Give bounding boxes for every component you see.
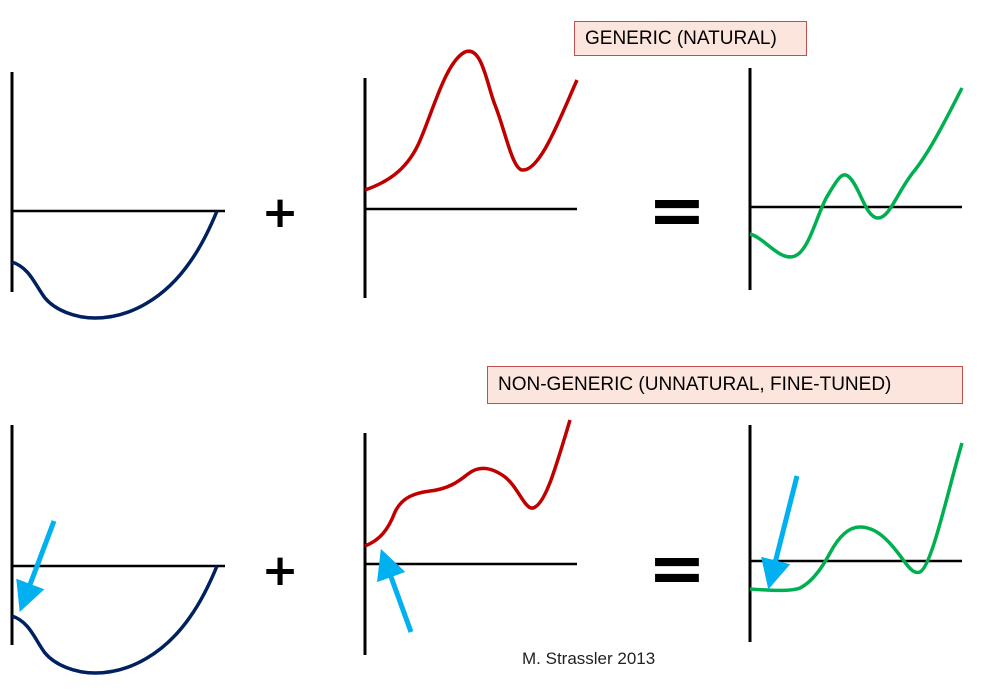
curve-second — [364, 49, 579, 192]
curve-first — [11, 210, 219, 320]
curve-first — [11, 565, 219, 675]
curve-second — [364, 419, 572, 548]
equals-operator-bottom: = — [647, 527, 707, 609]
panel-top-second — [363, 49, 579, 298]
equals-operator-top: = — [647, 169, 707, 251]
arrow — [16, 520, 57, 613]
panel-bottom-first — [10, 425, 225, 675]
panel-bottom-second — [363, 419, 577, 655]
arrow — [377, 548, 414, 633]
plus-operator-top: + — [261, 187, 299, 238]
panel-top-sum — [748, 68, 964, 290]
arrow — [761, 475, 800, 590]
plus-operator-bottom: + — [261, 545, 299, 596]
panel-bottom-sum — [748, 425, 964, 642]
panel-top-first — [10, 72, 225, 320]
label-non-generic: NON-GENERIC (UNNATURAL, FINE-TUNED) — [487, 366, 963, 404]
curve-sum — [749, 442, 964, 593]
credit-text: M. Strassler 2013 — [522, 649, 656, 668]
curve-sum — [749, 87, 964, 259]
label-generic: GENERIC (NATURAL) — [574, 21, 807, 56]
